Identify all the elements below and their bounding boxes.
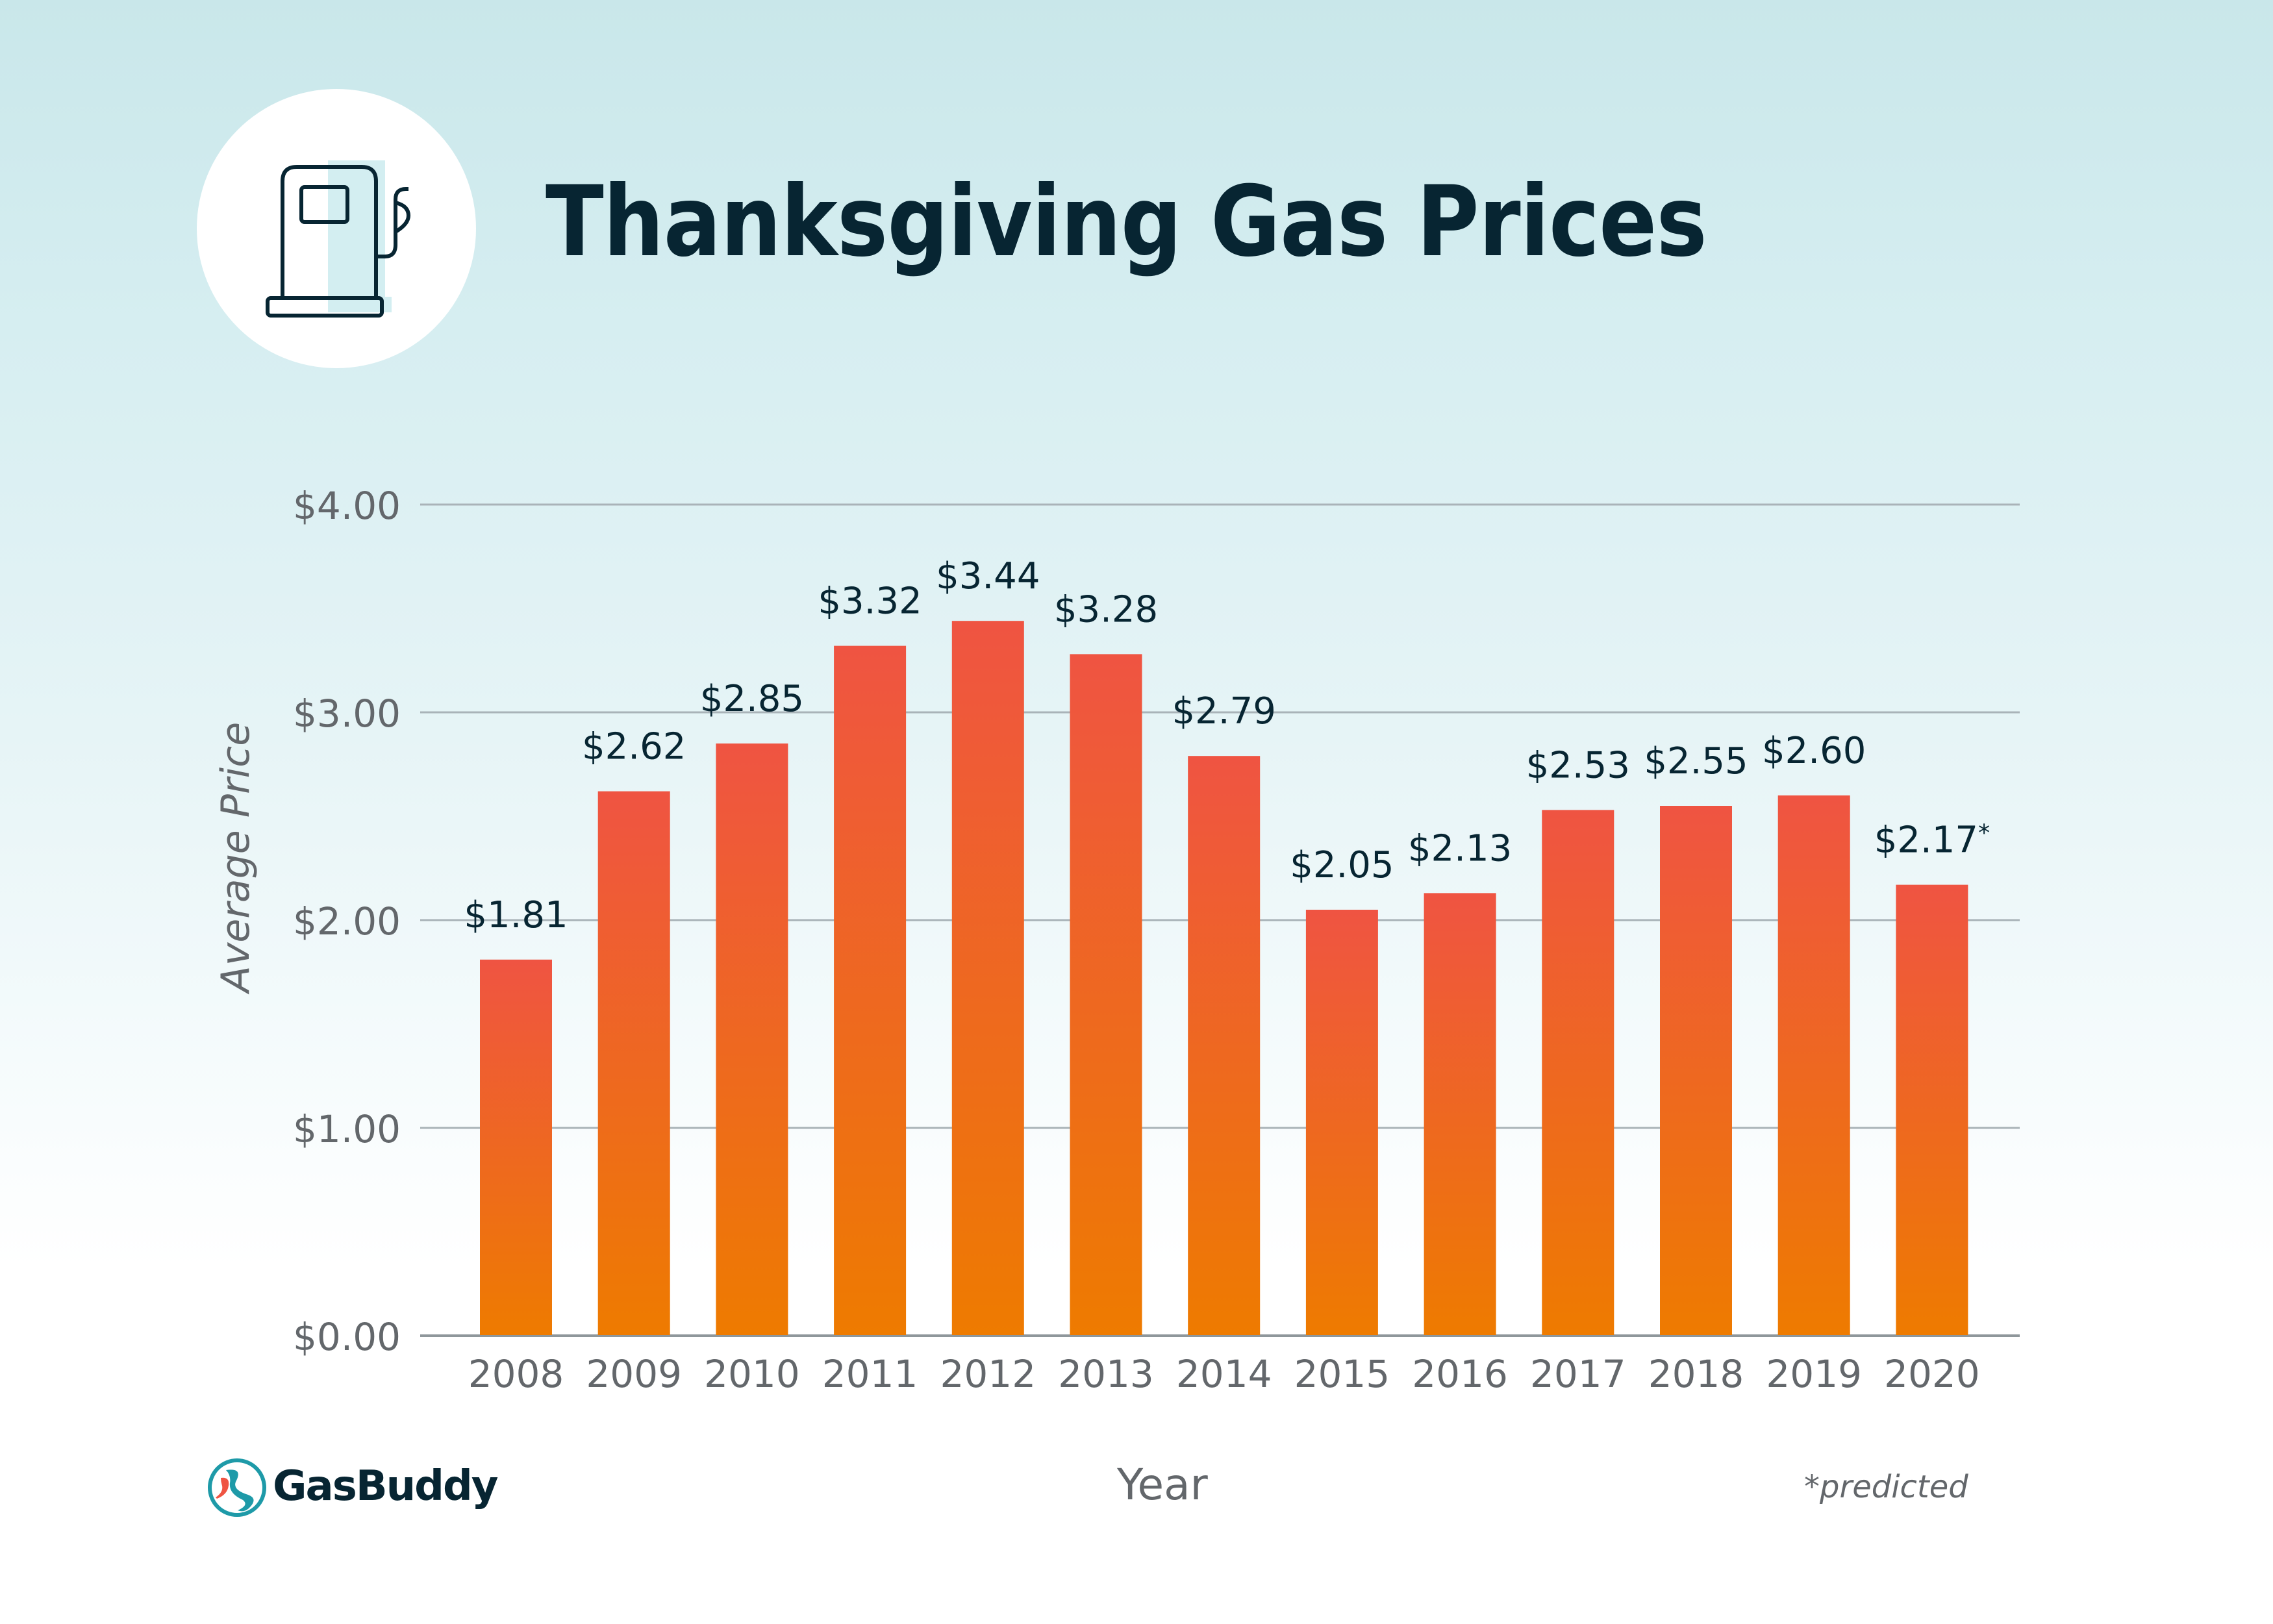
data-label: $2.85 bbox=[700, 678, 804, 720]
bar-2016 bbox=[1424, 893, 1496, 1335]
data-label: $1.81 bbox=[464, 894, 568, 936]
x-tick-label: 2018 bbox=[1648, 1352, 1744, 1396]
bar-2020 bbox=[1896, 884, 1968, 1335]
x-tick-label: 2014 bbox=[1176, 1352, 1272, 1396]
bar-2017 bbox=[1542, 810, 1614, 1335]
x-tick-label: 2019 bbox=[1766, 1352, 1862, 1396]
bar-2010 bbox=[716, 743, 788, 1335]
x-tick-label: 2016 bbox=[1412, 1352, 1508, 1396]
data-label: $3.44 bbox=[936, 555, 1040, 597]
data-label-value: $2.55 bbox=[1644, 740, 1748, 782]
x-tick-label: 2012 bbox=[940, 1352, 1036, 1396]
y-tick-label: $4.00 bbox=[293, 484, 401, 528]
x-tick-label: 2008 bbox=[468, 1352, 564, 1396]
data-label-value: $2.17 bbox=[1874, 819, 1978, 862]
data-label: $2.79 bbox=[1172, 690, 1276, 732]
data-label: $2.53 bbox=[1526, 744, 1630, 786]
data-label-value: $1.81 bbox=[464, 894, 568, 936]
bar-2015 bbox=[1305, 910, 1378, 1335]
y-tick-label: $3.00 bbox=[293, 692, 401, 736]
predicted-asterisk: * bbox=[1978, 820, 1990, 847]
data-label-value: $2.60 bbox=[1762, 730, 1866, 772]
data-label-value: $2.62 bbox=[582, 726, 686, 768]
data-label: $2.62 bbox=[582, 726, 686, 768]
x-tick-label: 2020 bbox=[1884, 1352, 1980, 1396]
x-tick-label: 2017 bbox=[1530, 1352, 1626, 1396]
y-axis-title: Average Price bbox=[213, 722, 258, 995]
pump-nozzle bbox=[394, 201, 411, 234]
x-axis-tick-labels: 2008 2009 2010 2011 2012 2013 2014 2015 2016 2017… bbox=[468, 1352, 1980, 1396]
data-label-value: $3.28 bbox=[1054, 588, 1158, 631]
gasbuddy-logo: GasBuddy bbox=[207, 1457, 498, 1518]
data-label-value: $3.44 bbox=[936, 555, 1040, 597]
data-label-value: $2.05 bbox=[1290, 844, 1394, 886]
bar-2013 bbox=[1070, 654, 1142, 1335]
data-label-value: $3.32 bbox=[818, 581, 922, 623]
y-axis-tick-labels: $0.00 $1.00 $2.00 $3.00 $4.00 bbox=[293, 484, 401, 1359]
page-title: Thanksgiving Gas Prices bbox=[546, 166, 1707, 279]
x-tick-label: 2010 bbox=[704, 1352, 800, 1396]
data-labels: $1.81 $2.62 $2.85 $3.32 $3.44 $3.28 $2.79 $2.05… bbox=[464, 555, 1990, 936]
data-label: $2.13 bbox=[1408, 827, 1512, 869]
x-tick-label: 2011 bbox=[822, 1352, 918, 1396]
pump-base bbox=[266, 296, 384, 318]
data-label: $3.32 bbox=[818, 581, 922, 623]
x-tick-label: 2009 bbox=[586, 1352, 682, 1396]
bar-2019 bbox=[1777, 795, 1850, 1335]
data-label: $2.60 bbox=[1762, 730, 1866, 772]
data-label-value: $2.53 bbox=[1526, 744, 1630, 786]
gas-pump-badge bbox=[197, 89, 476, 368]
x-axis-title: Year bbox=[1117, 1460, 1208, 1510]
x-tick-label: 2015 bbox=[1294, 1352, 1390, 1396]
gas-pump-icon bbox=[266, 160, 411, 318]
gasbuddy-wordmark: GasBuddy bbox=[273, 1462, 498, 1510]
x-tick-label: 2013 bbox=[1058, 1352, 1154, 1396]
pump-body bbox=[281, 165, 378, 298]
bar-2012 bbox=[951, 621, 1024, 1336]
data-label: $2.17* bbox=[1874, 819, 1990, 862]
data-label-value: $2.79 bbox=[1172, 690, 1276, 732]
data-label: $2.05 bbox=[1290, 844, 1394, 886]
data-label-value: $2.13 bbox=[1408, 827, 1512, 869]
gasbuddy-road-logo-icon bbox=[208, 1458, 266, 1517]
bar-2011 bbox=[834, 645, 907, 1335]
pump-display bbox=[299, 185, 349, 224]
bar-2008 bbox=[480, 959, 552, 1335]
bars bbox=[480, 621, 1968, 1336]
data-label: $2.55 bbox=[1644, 740, 1748, 782]
predicted-footnote: *predicted bbox=[1804, 1469, 1968, 1505]
data-label: $3.28 bbox=[1054, 588, 1158, 631]
y-tick-label: $2.00 bbox=[293, 899, 401, 943]
data-label-value: $2.85 bbox=[700, 678, 804, 720]
bar-2018 bbox=[1660, 806, 1732, 1335]
bar-2014 bbox=[1188, 756, 1261, 1335]
bar-2009 bbox=[597, 791, 670, 1335]
y-tick-label: $1.00 bbox=[293, 1107, 401, 1151]
pump-hose bbox=[376, 187, 408, 258]
y-tick-label: $0.00 bbox=[293, 1315, 401, 1359]
